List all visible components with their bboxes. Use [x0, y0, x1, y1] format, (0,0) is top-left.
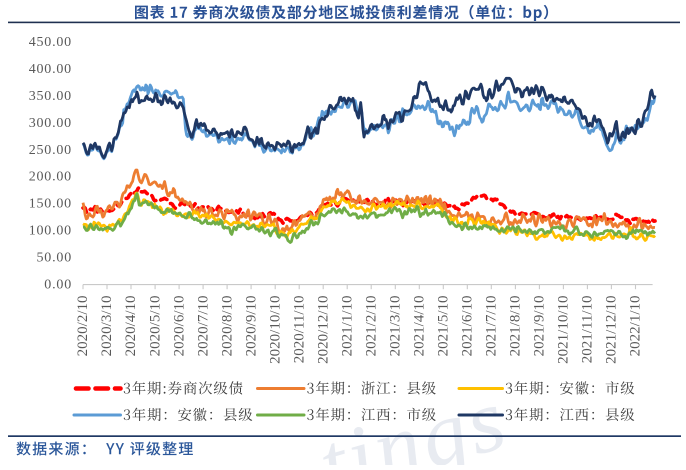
svg-text:2020/11/10: 2020/11/10	[291, 296, 307, 364]
svg-text:2020/5/10: 2020/5/10	[147, 296, 163, 357]
svg-text:2021/10/10: 2021/10/10	[556, 296, 572, 364]
svg-text:0.00: 0.00	[44, 278, 72, 293]
svg-text:2021/8/10: 2021/8/10	[508, 296, 524, 357]
svg-text:50.00: 50.00	[37, 251, 73, 266]
svg-text:250.00: 250.00	[29, 143, 72, 158]
svg-text:2020/6/10: 2020/6/10	[171, 296, 187, 357]
svg-text:2022/1/10: 2022/1/10	[628, 296, 644, 357]
svg-text:350.00: 350.00	[29, 89, 72, 104]
svg-text:2021/5/10: 2021/5/10	[436, 296, 452, 357]
svg-text:150.00: 150.00	[29, 197, 72, 212]
svg-text:2020/7/10: 2020/7/10	[195, 296, 211, 357]
svg-text:2020/3/10: 2020/3/10	[99, 296, 115, 357]
svg-text:2021/6/10: 2021/6/10	[460, 296, 476, 357]
svg-text:2020/4/10: 2020/4/10	[123, 296, 139, 357]
svg-text:2021/11/10: 2021/11/10	[580, 296, 596, 364]
svg-text:2020/10/10: 2020/10/10	[267, 296, 283, 364]
svg-text:2021/7/10: 2021/7/10	[484, 296, 500, 357]
svg-text:400.00: 400.00	[29, 62, 72, 77]
svg-text:2021/4/10: 2021/4/10	[412, 296, 428, 357]
svg-text:2021/2/10: 2021/2/10	[363, 296, 379, 357]
svg-text:2020/8/10: 2020/8/10	[219, 296, 235, 357]
svg-text:2021/12/10: 2021/12/10	[604, 296, 620, 364]
svg-text:2021/9/10: 2021/9/10	[532, 296, 548, 357]
svg-text:2020/2/10: 2020/2/10	[75, 296, 91, 357]
svg-text:300.00: 300.00	[29, 116, 72, 131]
svg-text:200.00: 200.00	[29, 170, 72, 185]
svg-text:2020/9/10: 2020/9/10	[243, 296, 259, 357]
svg-text:2021/3/10: 2021/3/10	[388, 296, 404, 357]
svg-text:100.00: 100.00	[29, 224, 72, 239]
svg-text:450.00: 450.00	[29, 35, 72, 50]
svg-text:2020/12/10: 2020/12/10	[315, 296, 331, 364]
svg-text:2021/1/10: 2021/1/10	[339, 296, 355, 357]
